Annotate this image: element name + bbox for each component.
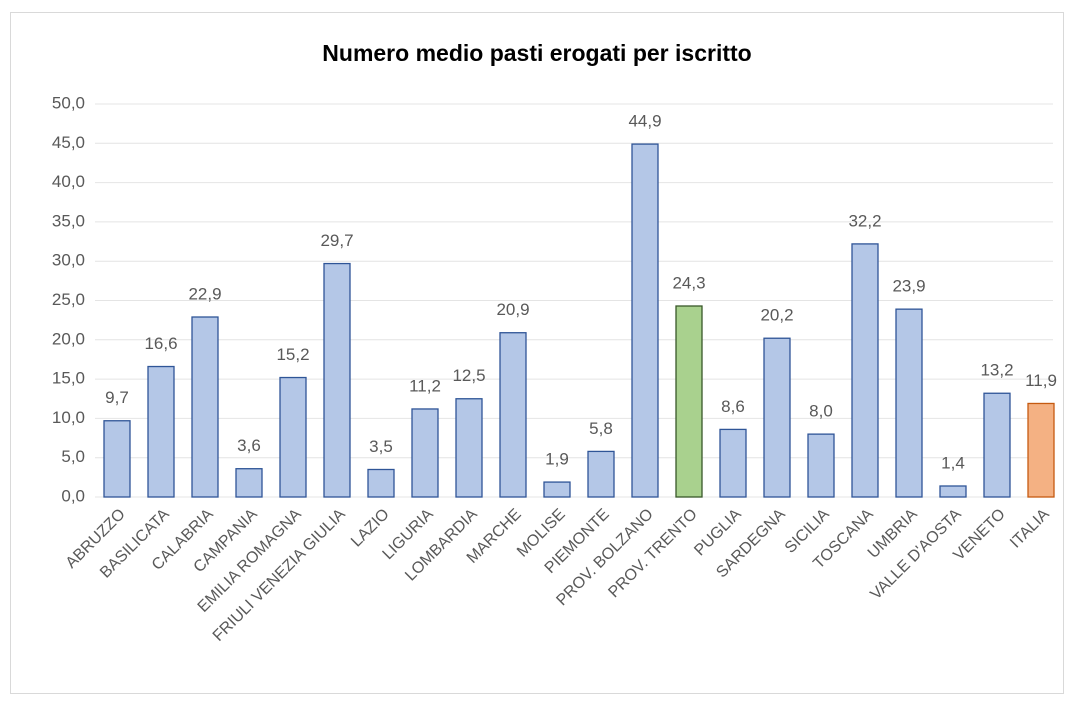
bar (103, 420, 131, 498)
value-label: 23,9 (892, 277, 925, 296)
value-label: 15,2 (276, 345, 309, 364)
y-tick-label: 10,0 (52, 408, 85, 427)
value-label: 13,2 (980, 361, 1013, 380)
bar (543, 481, 571, 498)
bar (763, 337, 791, 498)
bar (719, 428, 747, 498)
chart-title: Numero medio pasti erogati per iscritto (322, 40, 751, 66)
value-label: 11,9 (1025, 371, 1057, 390)
value-label: 11,2 (409, 376, 441, 395)
value-label: 22,9 (188, 284, 221, 303)
value-label: 1,9 (545, 450, 569, 469)
bar (587, 450, 615, 498)
bar (235, 468, 263, 498)
bar (851, 243, 879, 498)
value-label: 20,9 (496, 300, 529, 319)
value-label: 20,2 (760, 306, 793, 325)
bar (499, 332, 527, 498)
bar (367, 468, 395, 498)
bar (807, 433, 835, 498)
value-label: 12,5 (452, 366, 485, 385)
bar (191, 316, 219, 498)
y-tick-label: 40,0 (52, 172, 85, 191)
y-tick-label: 5,0 (61, 447, 85, 466)
value-label: 32,2 (848, 211, 881, 230)
bar (279, 376, 307, 498)
y-tick-label: 30,0 (52, 251, 85, 270)
value-label: 16,6 (144, 334, 177, 353)
value-label: 8,0 (809, 402, 833, 421)
bar (983, 392, 1011, 498)
y-tick-label: 15,0 (52, 369, 85, 388)
bar (631, 143, 659, 498)
value-label: 9,7 (105, 388, 129, 407)
y-tick-label: 0,0 (61, 486, 85, 505)
bar (895, 308, 923, 498)
bar (323, 262, 351, 498)
bar (1027, 402, 1055, 498)
value-label: 5,8 (589, 419, 613, 438)
y-tick-label: 45,0 (52, 133, 85, 152)
chart-border (10, 12, 1064, 694)
bar (675, 305, 703, 498)
value-label: 44,9 (628, 112, 661, 131)
value-label: 24,3 (672, 273, 705, 292)
bar (455, 398, 483, 498)
value-label: 8,6 (721, 397, 745, 416)
value-label: 29,7 (320, 231, 353, 250)
y-tick-label: 50,0 (52, 93, 85, 112)
value-label: 3,6 (237, 436, 261, 455)
y-tick-label: 25,0 (52, 290, 85, 309)
value-label: 1,4 (941, 453, 965, 472)
bar (411, 408, 439, 498)
value-label: 3,5 (369, 437, 393, 456)
bar (147, 365, 175, 498)
y-tick-label: 35,0 (52, 211, 85, 230)
bar (939, 485, 967, 498)
y-tick-label: 20,0 (52, 329, 85, 348)
